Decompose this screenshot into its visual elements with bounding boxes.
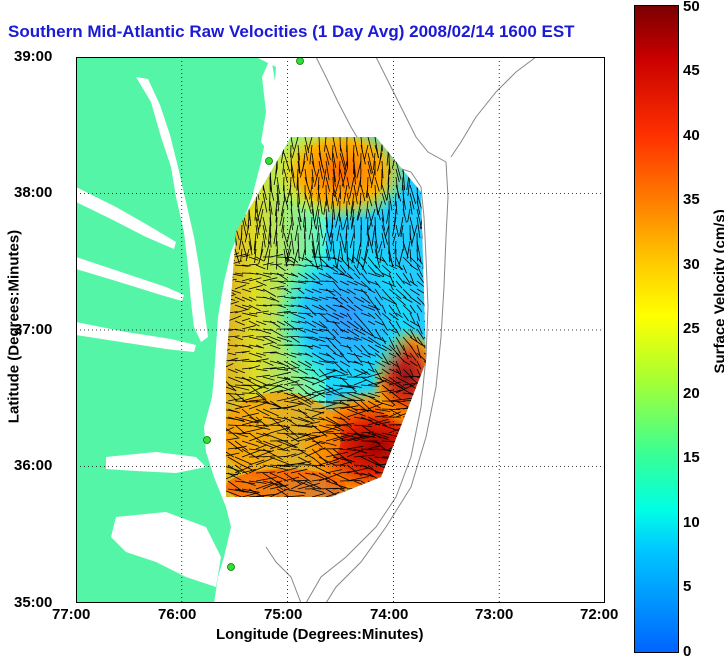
y-axis-title: Latitude (Degrees:Minutes) (6, 197, 23, 457)
velocity-vector (312, 409, 325, 410)
x-axis-title: Longitude (Degrees:Minutes) (216, 626, 424, 643)
lon-tick: 77:00 (52, 606, 90, 623)
velocity-map (76, 57, 605, 603)
lon-tick: 74:00 (370, 606, 408, 623)
colorbar-tick: 20 (683, 385, 700, 402)
colorbar-tick: 15 (683, 449, 700, 466)
lat-tick: 36:00 (14, 457, 52, 474)
lon-tick: 72:00 (580, 606, 618, 623)
colorbar-tick: 35 (683, 191, 700, 208)
station-marker (266, 158, 273, 165)
colorbar-title: Surface Velocity (cm/s) (712, 214, 724, 374)
colorbar-tick: 50 (683, 0, 700, 15)
colorbar-tick: 0 (683, 643, 691, 660)
station-marker (228, 564, 235, 571)
velocity-vector (354, 225, 355, 239)
station-marker (204, 437, 211, 444)
colorbar (634, 5, 679, 653)
velocity-vector (340, 137, 341, 151)
lat-tick: 39:00 (14, 48, 52, 65)
colorbar-tick: 40 (683, 127, 700, 144)
lon-tick: 76:00 (158, 606, 196, 623)
colorbar-tick: 45 (683, 62, 700, 79)
lat-tick: 35:00 (14, 594, 52, 611)
lon-tick: 73:00 (475, 606, 513, 623)
lon-tick: 75:00 (264, 606, 302, 623)
colorbar-tick: 30 (683, 256, 700, 273)
colorbar-tick: 10 (683, 514, 700, 531)
colorbar-tick: 25 (683, 320, 700, 337)
map-panel (76, 57, 605, 603)
velocity-vector (340, 393, 356, 394)
colorbar-tick: 5 (683, 578, 691, 595)
map-title: Southern Mid-Atlantic Raw Velocities (1 … (8, 22, 575, 42)
station-marker (297, 58, 304, 65)
